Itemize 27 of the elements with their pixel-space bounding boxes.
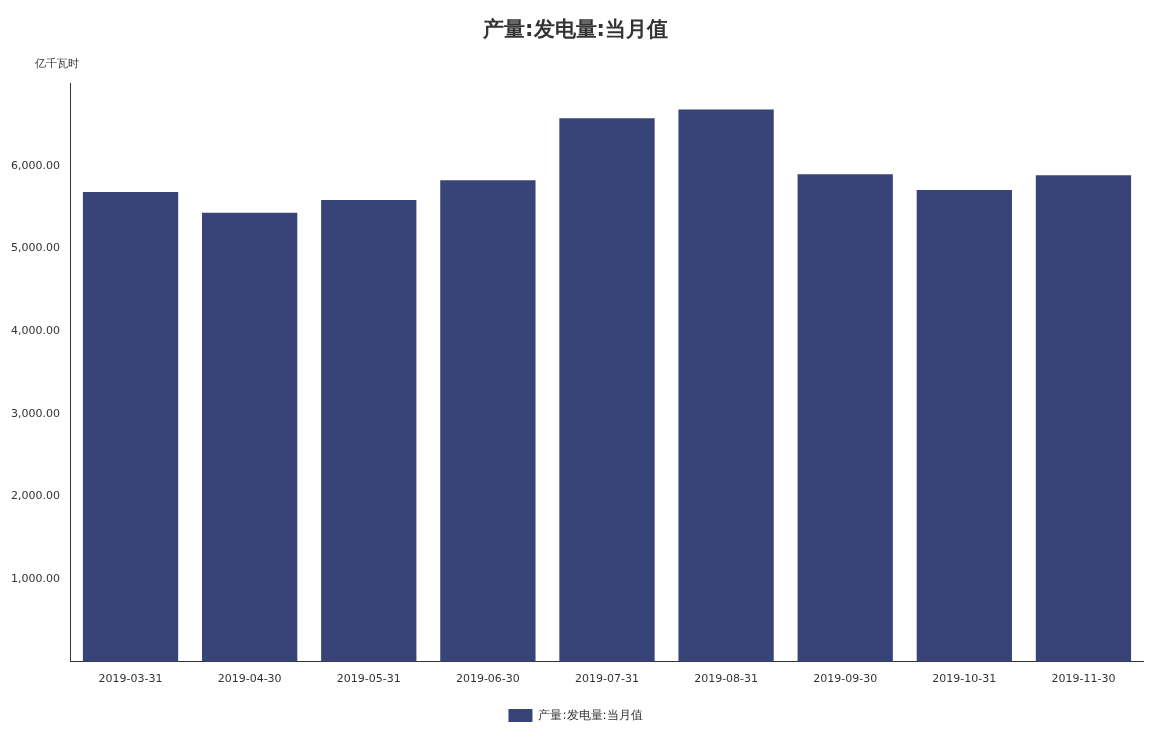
bar	[202, 212, 298, 662]
legend-label: 产量:发电量:当月值	[538, 707, 643, 722]
y-tick-label: 6,000.00	[11, 158, 60, 172]
bar	[916, 190, 1012, 662]
bar	[1035, 175, 1132, 662]
x-tick-label: 2019-06-30	[455, 672, 520, 686]
x-tick-label: 2019-04-30	[217, 672, 282, 686]
y-tick-label: 1,000.00	[11, 572, 60, 585]
y-tick-label: 2,000.00	[11, 489, 60, 503]
x-tick-label: 2019-07-31	[575, 672, 639, 686]
x-tick-label: 2019-11-30	[1051, 672, 1116, 686]
bar	[321, 199, 417, 662]
y-tick-label: 5,000.00	[11, 241, 60, 255]
x-tick-label: 2019-10-31	[932, 672, 997, 686]
x-tick-label: 2019-03-31	[98, 672, 163, 686]
chart-title: 产量:发电量:当月值	[482, 17, 668, 42]
bar	[559, 118, 655, 662]
x-tick-label: 2019-08-31	[694, 672, 759, 686]
x-tick-label: 2019-05-31	[336, 672, 401, 686]
y-tick-label: 3,000.00	[11, 406, 60, 420]
bar	[82, 191, 179, 662]
bar	[678, 109, 774, 662]
bar	[440, 180, 536, 662]
bar	[797, 174, 893, 662]
y-tick-label: 4,000.00	[11, 324, 60, 338]
y-axis-title: 亿千瓦时	[33, 56, 79, 70]
x-tick-label: 2019-09-30	[813, 672, 878, 686]
